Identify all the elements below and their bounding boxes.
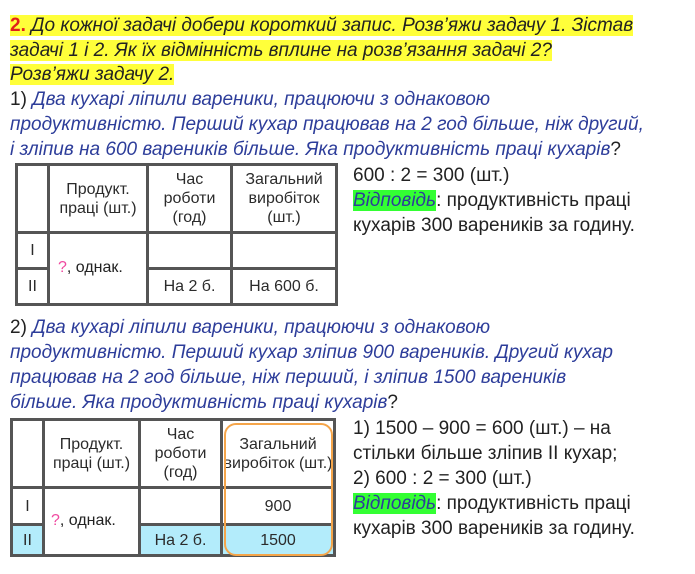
problem2-text: Два кухарі ліпили вареники, працюючи з о…: [32, 317, 491, 338]
problem1-answer-line-2: кухарів 300 вареників за годину.: [353, 215, 635, 236]
table-cell: II: [10, 523, 45, 557]
table-cell: [10, 418, 45, 489]
problem2-line-1: 2) Два кухарі ліпили вареники, працюючи …: [10, 316, 490, 340]
table-cell: [138, 486, 223, 526]
table-cell: [230, 231, 338, 270]
table-cell: На 600 б.: [230, 267, 338, 306]
problem1-line-2: продуктивністю. Перший кухар працював на…: [10, 114, 644, 135]
table-cell: [15, 163, 50, 234]
problem1-solution: 600 : 2 = 300 (шт.): [353, 165, 510, 186]
table-cell: [146, 231, 233, 270]
table-cell: На 2 б.: [138, 523, 223, 557]
merged-text: , однак.: [59, 512, 116, 529]
problem1-line-1: 1) Два кухарі ліпили вареники, працюючи …: [10, 88, 490, 112]
task-line-1: 2. До кожної задачі добери короткий запи…: [10, 14, 634, 38]
table-cell: Продукт. праці (шт.): [42, 418, 141, 489]
table-cell: I: [10, 486, 45, 526]
task-line-2: задачі 1 і 2. Як їх відмінність вплине н…: [10, 39, 552, 63]
table-cell: Загальний виробіток (шт.): [230, 163, 338, 234]
table-cell: Час роботи (год): [138, 418, 223, 489]
problem1-line-3: і зліпив на 600 вареників більше. Яка пр…: [10, 138, 621, 162]
answer-label: Відповідь: [353, 190, 437, 211]
unknown-mark: ?: [51, 512, 60, 529]
answer-text: : продуктивність праці: [436, 190, 631, 211]
highlighted-row: II На 2 б. 1500: [10, 523, 336, 557]
problem2-merged-cell: ?, однак.: [48, 512, 119, 530]
problem2-line-4: більше. Яка продуктивність праці кухарів…: [10, 391, 398, 415]
table-cell: 1500: [220, 523, 336, 557]
question-mark: ?: [610, 139, 621, 160]
task-text: задачі 1 і 2. Як їх відмінність вплине н…: [10, 40, 552, 61]
table-cell: I: [15, 231, 50, 270]
task-text: Розв’яжи задачу 2.: [10, 64, 175, 85]
problem1-label: 1): [10, 89, 27, 110]
problem2-answer-line-2: кухарів 300 вареників за годину.: [353, 518, 635, 539]
answer-text: : продуктивність праці: [436, 493, 631, 514]
table-cell: Загальний виробіток (шт.): [220, 418, 336, 489]
problem2-label: 2): [10, 317, 27, 338]
task-number: 2.: [10, 15, 26, 36]
problem2-solution-2: стільки більше зліпив II кухар;: [353, 443, 618, 464]
problem2-answer: Відповідь: продуктивність праці: [353, 491, 631, 516]
problem2-line-3: працював на 2 год більше, ніж перший, і …: [10, 367, 567, 388]
problem2-solution-3: 2) 600 : 2 = 300 (шт.): [353, 468, 532, 489]
table-cell: На 2 б.: [146, 267, 233, 306]
problem1-text: і зліпив на 600 вареників більше. Яка пр…: [10, 139, 611, 160]
table-cell: Час роботи (год): [146, 163, 233, 234]
problem1-answer: Відповідь: продуктивність праці: [353, 188, 631, 213]
problem2-table: Продукт. праці (шт.) Час роботи (год) Зага…: [10, 418, 336, 557]
merged-text: , однак.: [66, 259, 123, 276]
problem2-line-2: продуктивністю. Перший кухар зліпив 900 …: [10, 342, 613, 363]
problem2-solution-1: 1) 1500 – 900 = 600 (шт.) – на: [353, 418, 611, 439]
problem1-table: Продукт. праці (шт.) Час роботи (год) Зага…: [15, 163, 338, 306]
problem1-text: Два кухарі ліпили вареники, працюючи з о…: [32, 89, 491, 110]
task-line-3: Розв’яжи задачу 2.: [10, 63, 175, 87]
task-text: До кожної задачі добери короткий запис. …: [31, 15, 634, 36]
answer-label: Відповідь: [353, 493, 437, 514]
problem1-merged-cell: ?, однак.: [55, 259, 126, 277]
question-mark: ?: [387, 392, 398, 413]
table-cell: II: [15, 267, 50, 306]
problem2-text: більше. Яка продуктивність праці кухарів: [10, 392, 388, 413]
table-cell: 900: [220, 486, 336, 526]
unknown-mark: ?: [58, 259, 67, 276]
table-cell: Продукт. праці (шт.): [47, 163, 149, 234]
